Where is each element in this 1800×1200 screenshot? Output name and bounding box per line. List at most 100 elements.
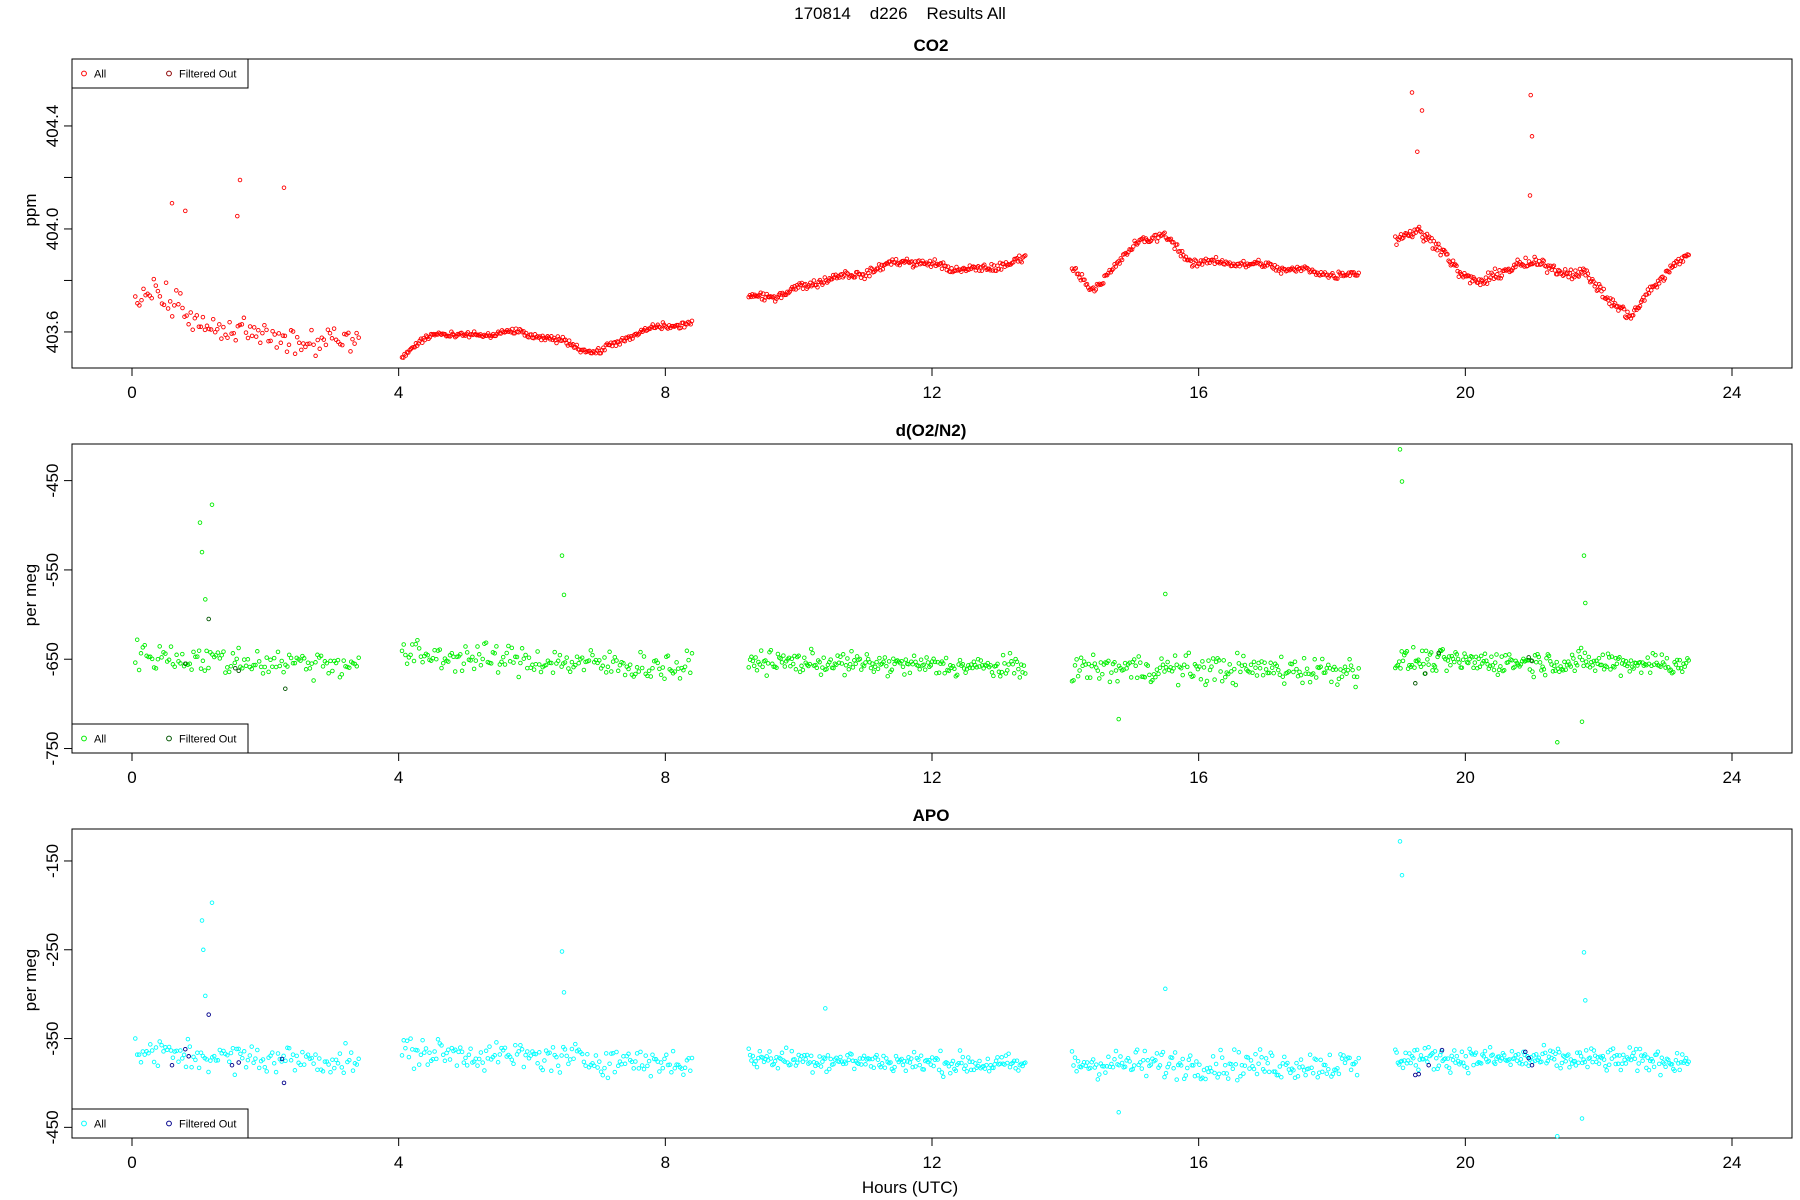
- data-point: [856, 1061, 861, 1067]
- data-point: [1119, 257, 1125, 263]
- data-point: [1637, 659, 1643, 665]
- data-point: [1614, 661, 1620, 667]
- data-point: [802, 655, 807, 660]
- data-point: [1443, 1056, 1448, 1061]
- data-point: [688, 670, 693, 676]
- data-point: [892, 1064, 897, 1070]
- data-point: [1540, 1051, 1545, 1057]
- data-point: [966, 267, 971, 273]
- data-point: [157, 294, 163, 299]
- data-point: [1233, 1062, 1239, 1067]
- data-point: [1541, 258, 1546, 264]
- data-point: [1197, 1062, 1202, 1067]
- data-point: [1579, 719, 1585, 724]
- data-point: [245, 1057, 251, 1063]
- data-point: [271, 655, 277, 661]
- data-point: [1617, 655, 1622, 660]
- data-point: [465, 330, 471, 335]
- data-point: [1418, 664, 1424, 670]
- data-point: [655, 660, 660, 666]
- legend-frame: [71, 1108, 249, 1139]
- data-point: [874, 659, 879, 665]
- data-point: [440, 660, 446, 666]
- data-point: [828, 657, 833, 662]
- data-point: [836, 660, 842, 666]
- data-point: [1583, 659, 1589, 664]
- data-point: [1422, 1046, 1428, 1051]
- data-point: [1235, 1077, 1240, 1083]
- data-point: [1188, 1053, 1193, 1058]
- data-point: [1082, 277, 1087, 282]
- data-point: [828, 1056, 833, 1062]
- data-point: [1555, 1133, 1560, 1139]
- data-point: [1174, 662, 1179, 667]
- data-point: [333, 337, 339, 343]
- data-point: [1501, 1052, 1507, 1058]
- data-point: [1452, 1048, 1457, 1053]
- data-point: [1262, 264, 1268, 269]
- data-point: [509, 1057, 515, 1062]
- data-point: [824, 1069, 829, 1075]
- data-point: [1285, 1060, 1290, 1066]
- data-point: [1254, 673, 1260, 678]
- data-point: [878, 1064, 883, 1070]
- data-point: [1183, 653, 1189, 658]
- data-point: [1400, 658, 1406, 664]
- data-point: [1006, 1051, 1011, 1056]
- data-point: [1628, 658, 1634, 663]
- data-point: [891, 1068, 896, 1074]
- data-point: [1574, 663, 1580, 668]
- data-point: [178, 1048, 183, 1053]
- data-point: [1459, 1049, 1465, 1055]
- data-point: [922, 667, 928, 672]
- data-point: [1677, 657, 1682, 663]
- data-point: [789, 656, 795, 662]
- data-point: [1238, 669, 1243, 675]
- data-point: [1134, 1047, 1140, 1052]
- data-point: [1016, 1068, 1021, 1073]
- data-point: [488, 661, 494, 666]
- data-point: [1647, 670, 1653, 675]
- y-tick-label: -450: [43, 464, 62, 498]
- data-point: [1201, 665, 1207, 670]
- data-point: [857, 1056, 863, 1061]
- data-point: [909, 1056, 914, 1061]
- data-point: [227, 319, 232, 325]
- data-point: [830, 272, 836, 278]
- data-point: [1604, 1068, 1609, 1073]
- data-point: [1278, 271, 1284, 276]
- data-point: [1282, 1054, 1287, 1060]
- data-point: [271, 1061, 277, 1066]
- data-point: [927, 1058, 932, 1063]
- filtered-point: [183, 661, 188, 666]
- data-point: [559, 553, 565, 558]
- data-point: [142, 642, 147, 648]
- data-point: [1236, 1050, 1242, 1055]
- data-point: [978, 658, 984, 663]
- data-point: [1499, 654, 1504, 659]
- data-point: [660, 1065, 666, 1071]
- data-point: [1576, 648, 1581, 654]
- data-point: [538, 669, 544, 675]
- legend-marker: [166, 735, 172, 742]
- data-point: [1651, 1064, 1657, 1070]
- data-point: [215, 1058, 221, 1063]
- data-point: [554, 340, 559, 346]
- data-point: [549, 660, 554, 666]
- data-point: [573, 662, 578, 668]
- data-point: [1656, 1061, 1662, 1067]
- data-point: [217, 322, 222, 327]
- data-point: [559, 949, 565, 954]
- data-point: [796, 653, 801, 659]
- data-point: [1245, 1055, 1251, 1060]
- data-point: [1615, 303, 1620, 309]
- data-point: [1177, 248, 1182, 254]
- data-point: [221, 324, 226, 330]
- data-point: [149, 656, 155, 662]
- legend: All Filtered Out: [71, 1108, 249, 1139]
- y-tick-label: -550: [43, 553, 62, 587]
- data-point: [1471, 1062, 1476, 1068]
- data-point: [521, 656, 527, 661]
- data-point: [1628, 1057, 1634, 1063]
- data-point: [603, 670, 609, 675]
